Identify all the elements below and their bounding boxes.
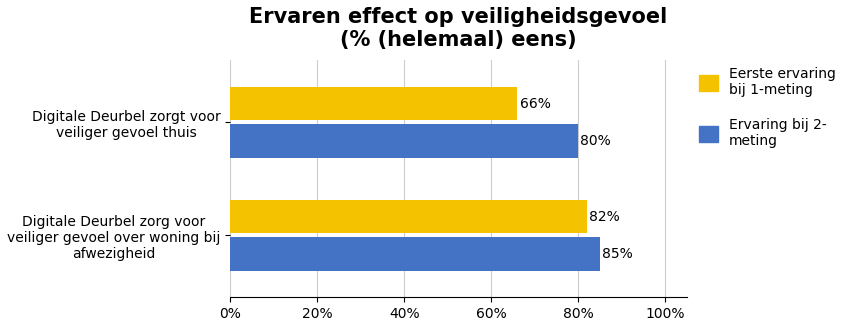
Text: 66%: 66% xyxy=(519,96,549,111)
Bar xyxy=(230,237,599,271)
Text: 80%: 80% xyxy=(580,134,610,148)
Text: 82%: 82% xyxy=(588,210,619,224)
Legend: Eerste ervaring
bij 1-meting, Ervaring bij 2-
meting: Eerste ervaring bij 1-meting, Ervaring b… xyxy=(698,67,835,148)
Text: 85%: 85% xyxy=(602,247,632,261)
Bar xyxy=(230,87,517,120)
Bar xyxy=(230,200,587,234)
Bar xyxy=(230,124,577,158)
Title: Ervaren effect op veiligheidsgevoel
(% (helemaal) eens): Ervaren effect op veiligheidsgevoel (% (… xyxy=(249,7,667,50)
